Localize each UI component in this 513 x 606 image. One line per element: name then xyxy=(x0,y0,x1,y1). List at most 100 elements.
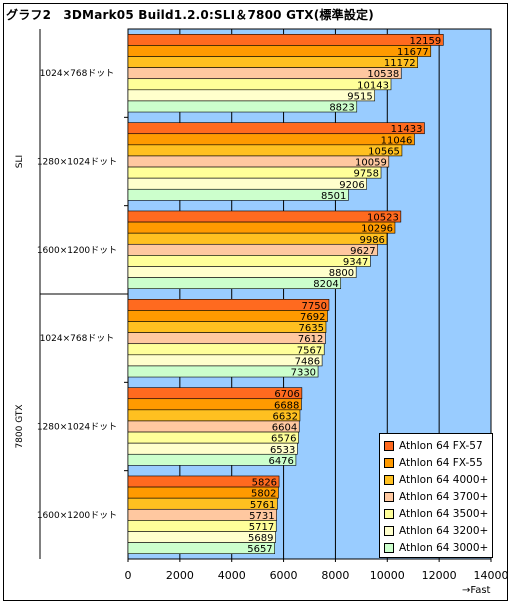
bar xyxy=(127,310,328,322)
legend-swatch xyxy=(384,440,394,451)
legend-label: Athlon 64 3200+ xyxy=(399,524,489,537)
bar xyxy=(127,321,327,333)
bar xyxy=(127,89,376,102)
category-label: 1280×1024ドット xyxy=(37,423,117,433)
data-label: 11172 xyxy=(384,58,416,69)
x-axis-unit-label: →Fast xyxy=(462,585,491,596)
legend: Athlon 64 FX-57 Athlon 64 FX-55 Athlon 64 … xyxy=(379,433,493,558)
data-label: 11046 xyxy=(381,135,413,146)
legend-label: Athlon 64 FX-57 xyxy=(399,439,483,452)
data-label: 6604 xyxy=(272,423,297,434)
data-label: 9206 xyxy=(339,180,364,191)
data-label: 11677 xyxy=(397,47,429,58)
data-label: 5657 xyxy=(247,544,272,555)
bar xyxy=(127,78,392,91)
bar xyxy=(127,67,402,80)
legend-swatch xyxy=(384,525,394,536)
legend-item: Athlon 64 3700+ xyxy=(384,488,492,505)
data-label: 6688 xyxy=(274,400,299,411)
x-tick-label: 2000 xyxy=(166,569,194,582)
legend-swatch xyxy=(384,508,394,519)
data-label: 10538 xyxy=(367,69,399,80)
bar xyxy=(127,453,297,466)
data-label: 5826 xyxy=(252,478,277,489)
legend-item: Athlon 64 FX-57 xyxy=(384,437,492,454)
data-label: 7330 xyxy=(291,368,316,379)
legend-swatch xyxy=(384,457,394,468)
data-label: 10143 xyxy=(357,80,389,91)
category-label: 1280×1024ドット xyxy=(37,158,117,168)
bar xyxy=(127,155,390,168)
legend-swatch xyxy=(384,474,394,485)
bar xyxy=(127,33,444,46)
legend-label: Athlon 64 3700+ xyxy=(399,490,489,503)
x-tick-label: 14000 xyxy=(474,569,509,582)
category-label: 1600×1200ドット xyxy=(37,246,117,256)
x-tick-label: 6000 xyxy=(270,569,298,582)
data-label: 10565 xyxy=(368,146,400,157)
data-label: 5731 xyxy=(249,511,274,522)
bar xyxy=(127,221,396,234)
bar xyxy=(127,144,403,157)
bar xyxy=(127,354,323,367)
data-label: 8204 xyxy=(313,279,338,290)
data-label: 9515 xyxy=(347,91,372,102)
data-label: 10059 xyxy=(355,158,387,169)
bar xyxy=(127,365,319,378)
x-tick-label: 0 xyxy=(125,569,132,582)
data-label: 6706 xyxy=(274,389,299,400)
data-label: 6576 xyxy=(271,434,296,445)
legend-label: Athlon 64 3500+ xyxy=(399,507,489,520)
legend-swatch xyxy=(384,491,394,502)
legend-item: Athlon 64 4000+ xyxy=(384,471,492,488)
bar xyxy=(127,332,326,345)
category-label: 1600×1200ドット xyxy=(37,511,117,521)
bar xyxy=(127,255,371,267)
bar xyxy=(127,343,325,356)
bar xyxy=(127,243,378,256)
data-label: 10296 xyxy=(361,224,393,235)
data-label: 9347 xyxy=(343,257,368,268)
data-label: 8823 xyxy=(329,103,354,114)
data-label: 7486 xyxy=(295,356,320,367)
data-label: 5802 xyxy=(251,489,276,500)
category-label: 1024×768ドット xyxy=(40,334,115,344)
bar xyxy=(127,166,382,179)
data-label: 7635 xyxy=(299,323,324,334)
data-label: 5761 xyxy=(250,500,275,511)
legend-swatch xyxy=(384,542,394,553)
bar xyxy=(127,232,388,245)
bar xyxy=(127,542,275,554)
data-label: 9986 xyxy=(359,235,384,246)
data-label: 7692 xyxy=(300,312,325,323)
bar xyxy=(127,100,358,113)
data-label: 8501 xyxy=(321,191,346,202)
chart-title: グラフ2 3DMark05 Build1.2.0:SLI＆7800 GTX(標準… xyxy=(6,8,374,22)
bar xyxy=(127,210,402,223)
data-label: 7750 xyxy=(301,301,326,312)
data-label: 9627 xyxy=(350,246,375,257)
data-label: 12159 xyxy=(409,36,441,47)
category-label: 1024×768ドット xyxy=(40,69,115,79)
data-label: 8800 xyxy=(329,268,354,279)
x-tick-label: 4000 xyxy=(218,569,246,582)
bar xyxy=(127,298,330,311)
legend-item: Athlon 64 3500+ xyxy=(384,505,492,522)
bar xyxy=(127,122,425,135)
data-label: 10523 xyxy=(367,213,399,224)
legend-label: Athlon 64 3000+ xyxy=(399,541,489,554)
x-tick-label: 12000 xyxy=(422,569,457,582)
x-tick-label: 10000 xyxy=(370,569,405,582)
data-label: 5689 xyxy=(248,533,273,544)
legend-item: Athlon 64 3000+ xyxy=(384,539,492,556)
x-tick-label: 8000 xyxy=(321,569,349,582)
group-label: 7800 GTX xyxy=(15,404,25,448)
legend-item: Athlon 64 FX-55 xyxy=(384,454,492,471)
data-label: 11433 xyxy=(391,124,423,135)
bar xyxy=(127,133,415,146)
data-label: 9758 xyxy=(354,169,379,180)
bar xyxy=(127,266,357,278)
data-label: 6533 xyxy=(270,445,295,456)
data-label: 5717 xyxy=(249,522,274,533)
bar xyxy=(127,45,432,57)
